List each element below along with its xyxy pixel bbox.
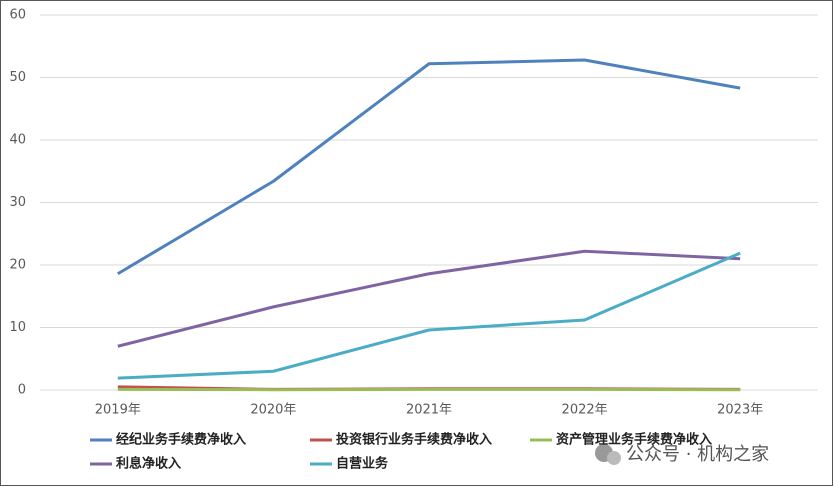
y-tick-label: 50	[9, 70, 26, 85]
y-tick-label: 20	[9, 258, 26, 273]
watermark-text: 公众号 · 机构之家	[626, 444, 769, 465]
legend-label: 投资银行业务手续费净收入	[336, 432, 492, 448]
x-tick-label: 2022年	[562, 403, 608, 418]
series-line	[117, 251, 741, 380]
x-tick-label: 2019年	[95, 403, 141, 418]
legend-label: 自营业务	[336, 456, 389, 472]
series-line	[117, 58, 741, 276]
series-line	[117, 249, 741, 348]
legend-label: 资产管理业务手续费净收入	[556, 432, 712, 448]
x-tick-label: 2023年	[717, 403, 763, 418]
watermark: 公众号 · 机构之家	[595, 444, 769, 465]
y-tick-label: 10	[9, 320, 26, 335]
y-tick-label: 40	[9, 133, 26, 148]
x-tick-label: 2021年	[406, 403, 452, 418]
legend-label: 经纪业务手续费净收入	[116, 432, 246, 448]
legend-label: 利息净收入	[116, 456, 181, 472]
y-tick-label: 60	[9, 8, 26, 23]
x-tick-label: 2020年	[250, 403, 296, 418]
y-tick-label: 0	[18, 383, 26, 398]
watermark-icon	[607, 451, 621, 465]
y-tick-label: 30	[9, 195, 26, 210]
